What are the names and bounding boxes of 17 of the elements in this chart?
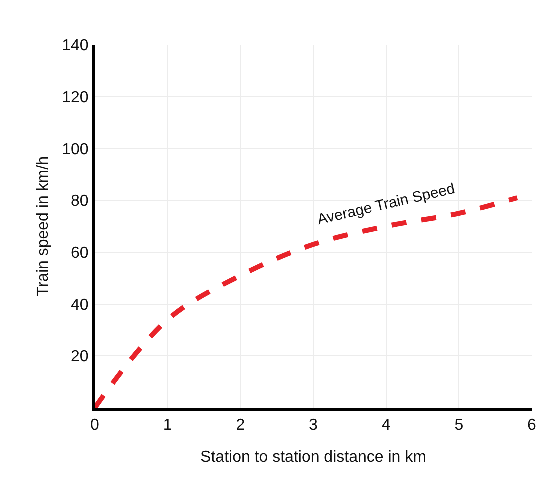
x-tick-label: 6	[528, 417, 537, 434]
x-tick-label: 4	[382, 417, 391, 434]
y-axis-title: Train speed in km/h	[34, 156, 52, 296]
x-tick-label: 2	[236, 417, 246, 434]
x-tick-label: 0	[90, 417, 100, 434]
annotation: Average Train Speed	[316, 180, 457, 229]
x-tick-label: 3	[309, 417, 318, 434]
y-tick-label: 120	[62, 89, 89, 106]
x-tick-label: 5	[454, 417, 464, 434]
y-tick-label: 100	[62, 141, 89, 158]
y-tick-label: 40	[71, 296, 89, 314]
y-tick-label: 20	[71, 348, 89, 366]
x-tick-label: 1	[163, 417, 172, 434]
x-axis-title: Station to station distance in km	[200, 448, 426, 466]
y-tick-label: 60	[71, 245, 89, 262]
y-tick-label: 80	[71, 193, 89, 210]
y-tick-label: 140	[62, 38, 89, 55]
